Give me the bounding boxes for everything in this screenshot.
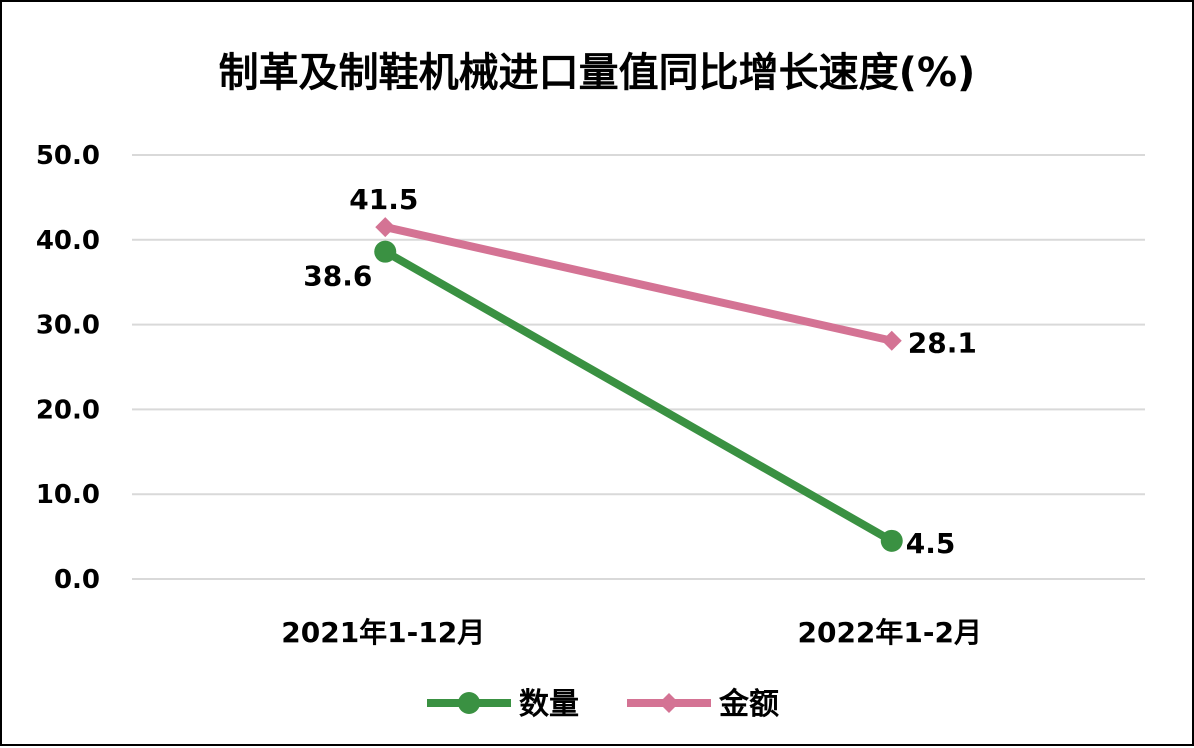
- legend: 数量 金额: [427, 687, 779, 722]
- data-point-marker: [374, 240, 397, 263]
- x-axis: 2021年1-12月 2022年1-2月: [281, 616, 982, 649]
- data-label: 38.6: [303, 260, 372, 293]
- y-axis: 0.0 10.0 20.0 30.0 40.0 50.0: [36, 141, 100, 595]
- y-tick-label: 10.0: [36, 480, 100, 510]
- y-tick-label: 20.0: [36, 395, 100, 425]
- series-line-1: [381, 223, 896, 345]
- legend-label: 金额: [718, 687, 779, 722]
- legend-label: 数量: [519, 687, 579, 722]
- data-label: 28.1: [908, 327, 977, 360]
- legend-marker: [659, 693, 679, 713]
- y-tick-label: 40.0: [36, 226, 100, 256]
- series-line-0: [381, 247, 896, 545]
- y-tick-label: 30.0: [36, 311, 100, 341]
- series-layer: [374, 217, 903, 552]
- data-label: 41.5: [349, 183, 418, 216]
- data-point-marker: [881, 330, 902, 351]
- data-labels: 38.6 4.5 41.5 28.1: [303, 183, 977, 560]
- x-tick-label: 2022年1-2月: [797, 616, 982, 649]
- data-point-marker: [375, 217, 396, 238]
- chart-title: 制革及制鞋机械进口量值同比增长速度(%): [219, 50, 976, 96]
- data-point-marker: [880, 529, 903, 552]
- y-tick-label: 0.0: [54, 565, 100, 595]
- x-tick-label: 2021年1-12月: [281, 616, 485, 649]
- y-tick-label: 50.0: [36, 141, 100, 171]
- grid-lines: [132, 154, 1145, 580]
- data-label: 4.5: [906, 527, 956, 560]
- legend-marker: [458, 692, 480, 714]
